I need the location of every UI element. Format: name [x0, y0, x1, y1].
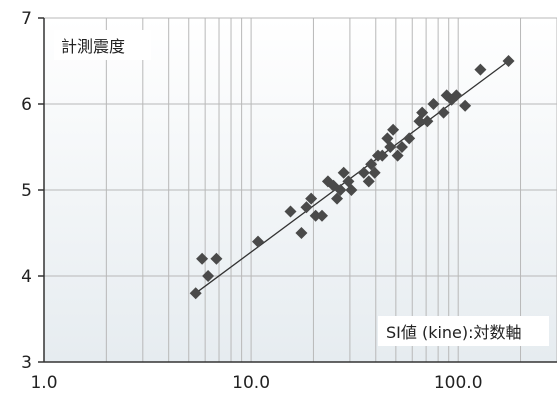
data-point [502, 55, 515, 67]
data-point [362, 175, 375, 188]
data-point [316, 209, 329, 222]
y-axis-label-box [54, 30, 151, 60]
data-point [305, 192, 318, 205]
data-point [384, 141, 397, 153]
data-point [357, 166, 370, 179]
axes [38, 17, 557, 363]
data-point [196, 252, 209, 265]
data-point [395, 141, 408, 153]
data-point [387, 123, 400, 136]
data-point [365, 158, 378, 171]
y-axis-label: 計測震度 [61, 37, 125, 56]
x-axis-label-box [378, 316, 549, 346]
data-point [403, 132, 416, 145]
data-point [421, 115, 434, 128]
data-point [427, 98, 440, 110]
x-tick-label: 1.0 [30, 373, 57, 393]
data-point [309, 209, 322, 222]
y-tick-label: 4 [21, 267, 32, 287]
data-point [474, 63, 487, 76]
data-point [300, 201, 313, 214]
data-point [450, 89, 463, 102]
data-point [295, 227, 308, 239]
data-point [284, 205, 297, 218]
data-point [334, 184, 347, 196]
data-point [189, 287, 202, 300]
x-tick-label: 100.0 [434, 373, 483, 393]
data-point [459, 99, 472, 112]
data-points [189, 55, 515, 300]
data-point [391, 149, 404, 162]
data-point [345, 184, 358, 196]
y-tick-label: 5 [21, 181, 32, 201]
y-tick-label: 3 [21, 353, 32, 373]
data-point [252, 235, 265, 248]
x-tick-label: 10.0 [232, 373, 270, 393]
data-point [376, 149, 389, 162]
data-point [416, 106, 429, 119]
tick-labels: 3 4 5 6 7 1.0 10.0 100.0 [21, 9, 482, 393]
data-point [437, 106, 450, 119]
data-point [202, 270, 215, 282]
x-axis-label: SI値 (kine):対数軸 [386, 323, 522, 342]
data-point [210, 252, 223, 265]
data-point [337, 166, 350, 179]
y-tick-label: 7 [21, 9, 32, 29]
y-tick-label: 6 [21, 95, 32, 115]
data-point [368, 166, 381, 179]
